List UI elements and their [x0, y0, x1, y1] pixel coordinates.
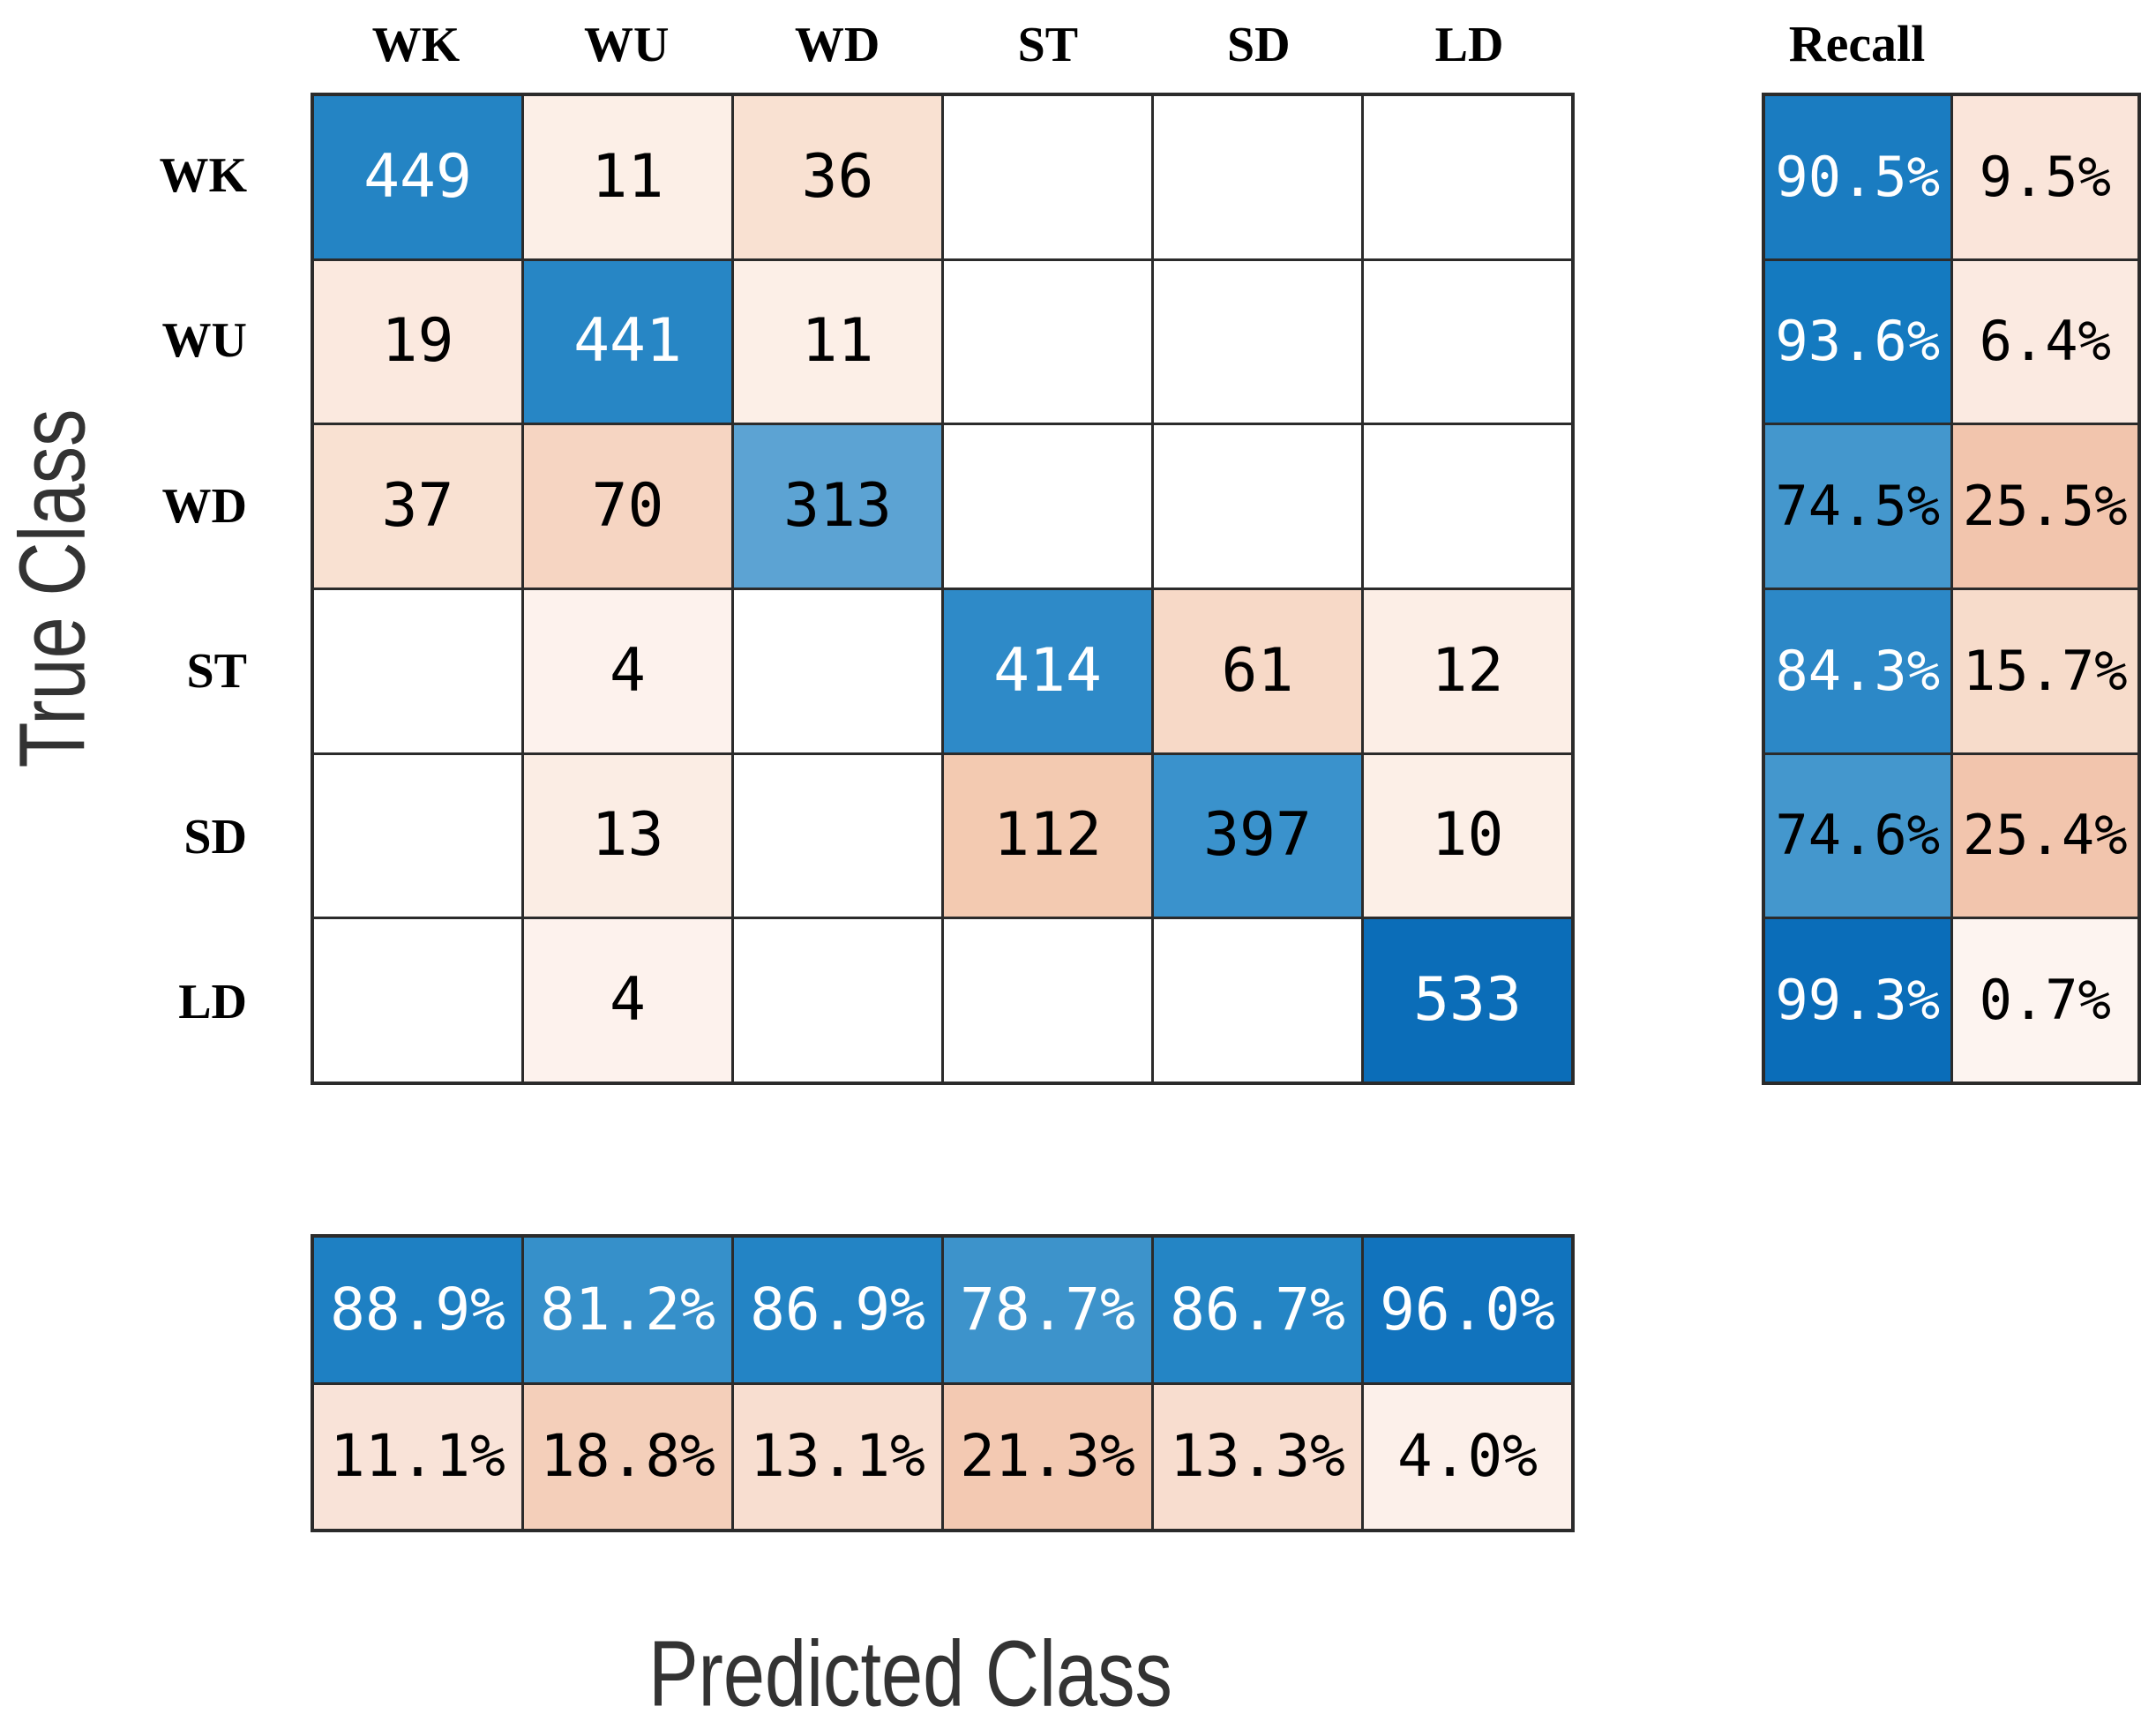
matrix-cell-LD-WD	[734, 919, 941, 1082]
confusion-matrix-grid: 449 11 36 19 441 11 37 70 313 4 414 61 12 13 112 397 10 4…	[311, 93, 1575, 1085]
matrix-cell-WK-WU: 11	[524, 96, 731, 258]
matrix-cell-ST-SD: 61	[1154, 590, 1361, 752]
matrix-cell-WK-WD: 36	[734, 96, 941, 258]
row-label-WD: WD	[161, 478, 247, 534]
matrix-cell-WK-ST	[944, 96, 1151, 258]
matrix-cell-SD-WK	[314, 754, 521, 917]
fdr-cell-SD: 13.3%	[1154, 1384, 1361, 1529]
y-axis-label: True Class	[0, 408, 105, 768]
row-label-WK: WK	[159, 147, 247, 203]
x-axis-label: Predicted Class	[648, 1621, 1172, 1726]
matrix-cell-WU-SD	[1154, 260, 1361, 423]
col-header-SD: SD	[1226, 18, 1291, 72]
matrix-cell-WK-LD	[1364, 96, 1571, 258]
matrix-cell-WU-LD	[1364, 260, 1571, 423]
precision-row-grid: 88.9% 81.2% 86.9% 78.7% 86.7% 96.0% 11.1% 18.8%…	[311, 1234, 1575, 1532]
matrix-cell-WU-ST	[944, 260, 1151, 423]
precision-cell-WU: 81.2%	[524, 1238, 731, 1382]
matrix-cell-ST-ST: 414	[944, 590, 1151, 752]
col-header-LD: LD	[1434, 18, 1504, 72]
fdr-cell-WK: 11.1%	[314, 1384, 521, 1529]
true-class-row-labels: WK WU WD ST SD LD	[0, 93, 284, 1085]
matrix-cell-SD-WD	[734, 754, 941, 917]
matrix-cell-ST-LD: 12	[1364, 590, 1571, 752]
miss-rate-cell-ST: 15.7%	[1952, 590, 2137, 752]
matrix-cell-ST-WK	[314, 590, 521, 752]
recall-cell-WK: 90.5%	[1765, 96, 1950, 258]
matrix-cell-LD-ST	[944, 919, 1151, 1082]
matrix-cell-WD-WK: 37	[314, 425, 521, 588]
recall-cell-ST: 84.3%	[1765, 590, 1950, 752]
col-header-WU: WU	[584, 18, 670, 72]
matrix-cell-WK-WK: 449	[314, 96, 521, 258]
matrix-cell-WD-WD: 313	[734, 425, 941, 588]
precision-cell-WD: 86.9%	[734, 1238, 941, 1382]
matrix-cell-WD-LD	[1364, 425, 1571, 588]
recall-title: Recall	[1788, 14, 1926, 72]
recall-cell-WD: 74.5%	[1765, 425, 1950, 588]
precision-cell-SD: 86.7%	[1154, 1238, 1361, 1382]
matrix-cell-SD-WU: 13	[524, 754, 731, 917]
col-header-ST: ST	[1017, 18, 1079, 72]
miss-rate-cell-WK: 9.5%	[1952, 96, 2137, 258]
row-label-WU: WU	[161, 313, 247, 369]
matrix-cell-WU-WU: 441	[524, 260, 731, 423]
recall-cell-LD: 99.3%	[1765, 919, 1950, 1082]
col-header-WD: WD	[794, 18, 880, 72]
precision-cell-WK: 88.9%	[314, 1238, 521, 1382]
matrix-cell-WK-SD	[1154, 96, 1361, 258]
matrix-cell-WD-ST	[944, 425, 1151, 588]
precision-cell-LD: 96.0%	[1364, 1238, 1571, 1382]
recall-column-grid: 90.5% 9.5% 93.6% 6.4% 74.5% 25.5% 84.3% 15.7% 74…	[1762, 93, 2141, 1085]
recall-cell-SD: 74.6%	[1765, 754, 1950, 917]
matrix-cell-WU-WD: 11	[734, 260, 941, 423]
miss-rate-cell-SD: 25.4%	[1952, 754, 2137, 917]
row-label-LD: LD	[178, 975, 247, 1030]
matrix-cell-ST-WU: 4	[524, 590, 731, 752]
matrix-cell-WD-SD	[1154, 425, 1361, 588]
matrix-cell-SD-SD: 397	[1154, 754, 1361, 917]
precision-cell-ST: 78.7%	[944, 1238, 1151, 1382]
recall-cell-WU: 93.6%	[1765, 260, 1950, 423]
col-header-WK: WK	[371, 18, 460, 72]
row-label-ST: ST	[186, 644, 248, 700]
matrix-cell-LD-SD	[1154, 919, 1361, 1082]
matrix-cell-SD-LD: 10	[1364, 754, 1571, 917]
row-label-SD: SD	[183, 809, 247, 864]
matrix-cell-ST-WD	[734, 590, 941, 752]
miss-rate-cell-WD: 25.5%	[1952, 425, 2137, 588]
matrix-cell-LD-WK	[314, 919, 521, 1082]
matrix-cell-SD-ST: 112	[944, 754, 1151, 917]
matrix-cell-LD-WU: 4	[524, 919, 731, 1082]
fdr-cell-ST: 21.3%	[944, 1384, 1151, 1529]
matrix-cell-LD-LD: 533	[1364, 919, 1571, 1082]
fdr-cell-LD: 4.0%	[1364, 1384, 1571, 1529]
fdr-cell-WD: 13.1%	[734, 1384, 941, 1529]
fdr-cell-WU: 18.8%	[524, 1384, 731, 1529]
predicted-class-column-headers: WK WU WD ST SD LD	[311, 7, 1575, 83]
matrix-cell-WU-WK: 19	[314, 260, 521, 423]
matrix-cell-WD-WU: 70	[524, 425, 731, 588]
miss-rate-cell-WU: 6.4%	[1952, 260, 2137, 423]
miss-rate-cell-LD: 0.7%	[1952, 919, 2137, 1082]
